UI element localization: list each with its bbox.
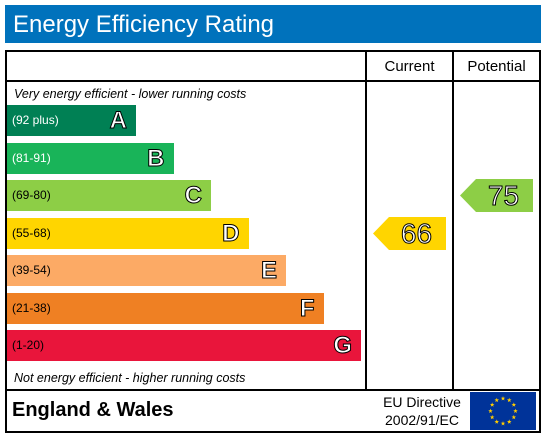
band-b: (81-91) B bbox=[7, 142, 174, 174]
band-range-label: (1-20) bbox=[12, 338, 45, 352]
potential-column-divider bbox=[452, 50, 454, 390]
eu-flag-icon bbox=[470, 392, 536, 430]
band-letter: E bbox=[260, 257, 277, 285]
band-letter: C bbox=[184, 182, 202, 210]
directive-line1: EU Directive bbox=[383, 394, 461, 410]
band-range-label: (21-38) bbox=[12, 300, 51, 315]
note-inefficient: Not energy efficient - higher running co… bbox=[14, 371, 246, 385]
band-range-label: (55-68) bbox=[12, 225, 51, 240]
potential-header: Potential bbox=[467, 58, 526, 75]
eu-star-icon bbox=[489, 414, 495, 420]
eu-star-icon bbox=[494, 419, 500, 424]
rating-table bbox=[5, 50, 541, 433]
band-range-label: (39-54) bbox=[12, 263, 51, 277]
directive-line2: 2002/91/EC bbox=[385, 412, 459, 428]
header-divider bbox=[5, 80, 541, 82]
eu-star-icon bbox=[500, 421, 506, 426]
chart-title: Energy Efficiency Rating bbox=[13, 11, 275, 38]
current-rating-value: 66 bbox=[400, 217, 433, 249]
eu-star-icon bbox=[500, 396, 506, 401]
band-range-label: (69-80) bbox=[12, 188, 51, 202]
band-a: (92 plus) A bbox=[7, 105, 136, 136]
band-letter: B bbox=[147, 144, 165, 172]
current-header: Current bbox=[384, 58, 435, 75]
eu-star-icon bbox=[488, 408, 493, 413]
current-arrow-shape bbox=[373, 216, 446, 250]
eu-star-icon bbox=[506, 397, 512, 403]
band-letter: D bbox=[222, 219, 240, 247]
band-letter: F bbox=[299, 294, 315, 322]
eu-star-icon bbox=[511, 414, 517, 420]
potential-rating-arrow: 75 bbox=[460, 179, 533, 212]
region-label: England & Wales bbox=[12, 399, 174, 421]
eu-star-icon bbox=[489, 402, 495, 407]
band-letter: A bbox=[109, 107, 127, 135]
band-range-label: (92 plus) bbox=[12, 113, 59, 127]
potential-arrow-shape bbox=[460, 179, 533, 212]
band-range-label: (81-91) bbox=[12, 150, 51, 165]
band-c: (69-80) C bbox=[7, 180, 211, 211]
potential-rating-value: 75 bbox=[487, 180, 520, 212]
band-letter: G bbox=[333, 332, 353, 360]
eu-star-icon bbox=[511, 402, 517, 407]
band-e: (39-54) E bbox=[7, 255, 286, 286]
title-bar: Energy Efficiency Rating bbox=[5, 5, 541, 43]
note-efficient: Very energy efficient - lower running co… bbox=[14, 87, 247, 101]
band-f: (21-38) F bbox=[7, 292, 324, 324]
footer-divider bbox=[5, 389, 541, 391]
eu-star-icon bbox=[494, 397, 500, 403]
current-column-divider bbox=[365, 50, 367, 390]
eu-star-icon bbox=[513, 408, 518, 413]
current-rating-arrow: 66 bbox=[373, 216, 446, 250]
eu-star-icon bbox=[506, 419, 512, 424]
band-g: (1-20) G bbox=[7, 330, 361, 361]
band-d: (55-68) D bbox=[7, 217, 249, 249]
eu-directive: EU Directive 2002/91/EC bbox=[374, 393, 470, 429]
